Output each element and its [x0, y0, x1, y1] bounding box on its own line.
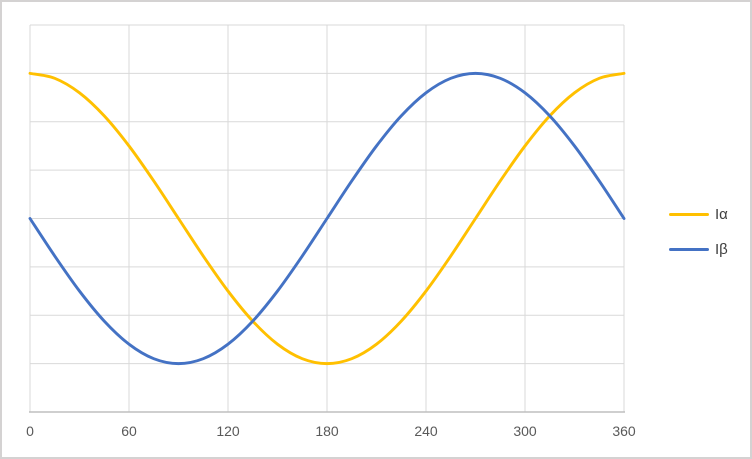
legend: Iα Iβ — [669, 205, 728, 275]
legend-item-ibeta: Iβ — [669, 240, 728, 258]
legend-swatch-ibeta — [669, 247, 709, 251]
series-line-Iα — [28, 71, 626, 366]
legend-label-ibeta: Iβ — [715, 240, 728, 258]
legend-swatch-ialpha — [669, 212, 709, 216]
legend-label-ialpha: Iα — [715, 205, 728, 223]
series-line-Iβ — [28, 71, 626, 366]
legend-item-ialpha: Iα — [669, 205, 728, 223]
